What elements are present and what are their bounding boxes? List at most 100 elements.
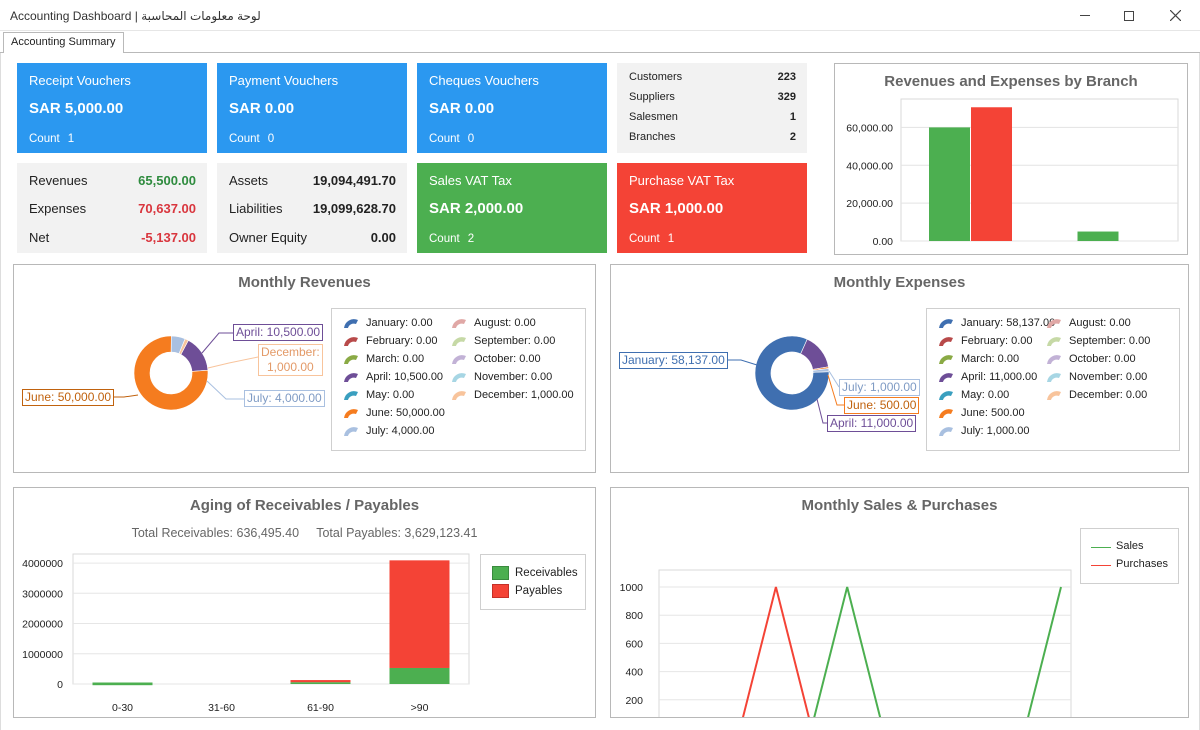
expenses-row: Expenses 70,637.00 — [29, 201, 196, 216]
legend-swatch-shape — [939, 319, 953, 328]
sales-purchases-title: Monthly Sales & Purchases — [801, 497, 998, 514]
expenses-value: 70,637.00 — [138, 201, 196, 216]
monthly-expenses-legend: January: 58,137.00 February: 0.00 March: 0… — [926, 308, 1180, 451]
tile-amount: SAR 0.00 — [229, 100, 295, 117]
monthly-revenues-legend: January: 0.00 February: 0.00 March: 0.00 Ap… — [331, 308, 586, 451]
legend-swatch-icon — [344, 337, 358, 346]
legend-swatch-shape — [452, 355, 466, 364]
callout-july: July: 4,000.00 — [244, 390, 325, 407]
count-label: Count — [229, 133, 260, 145]
branch-bar — [1077, 231, 1119, 241]
tile-label: Payment Vouchers — [229, 73, 339, 88]
legend-item: July: 4,000.00 — [366, 425, 435, 437]
equity-value: 0.00 — [370, 230, 396, 245]
revenues-value: 65,500.00 — [138, 173, 196, 188]
legend-swatch-icon — [344, 409, 358, 418]
tile-amount: SAR 1,000.00 — [629, 200, 724, 217]
purchase-vat-tile[interactable]: Purchase VAT Tax SAR 1,000.00 Count 1 — [617, 163, 807, 253]
salesmen-value: 1 — [789, 111, 796, 123]
tab-bar: Accounting Summary — [0, 31, 1200, 54]
callout-april: April: 11,000.00 — [827, 415, 917, 432]
legend-purchases: Purchases — [1116, 558, 1168, 570]
monthly-expenses-panel: Monthly Expenses January: 58,137.00 July… — [610, 264, 1189, 473]
y-tick-label: 20,000.00 — [846, 198, 893, 210]
close-icon — [1169, 10, 1181, 21]
maximize-button[interactable] — [1106, 0, 1152, 31]
legend-swatch-icon — [939, 409, 953, 418]
aging-legend: Receivables Payables — [480, 554, 586, 610]
legend-swatch-icon — [939, 391, 953, 400]
legend-swatch-icon — [1047, 319, 1061, 328]
legend-item: December: 0.00 — [1069, 389, 1148, 401]
count-label: Count — [429, 133, 460, 145]
cheques-vouchers-tile[interactable]: Cheques Vouchers SAR 0.00 Count 0 — [417, 63, 607, 153]
tile-label: Cheques Vouchers — [429, 73, 539, 88]
legend-swatch-icon — [452, 319, 466, 328]
expenses-label: Expenses — [29, 201, 87, 216]
entity-counts-tile: Customers 223 Suppliers 329 Salesmen 1 Bran… — [617, 63, 807, 153]
legend-item: January: 58,137.00 — [961, 317, 1056, 329]
legend-swatch-shape — [344, 427, 358, 436]
tab-accounting-summary[interactable]: Accounting Summary — [3, 32, 124, 54]
branch-chart-title: Revenues and Expenses by Branch — [884, 73, 1138, 90]
legend-swatch-shape — [344, 319, 358, 328]
tile-count: Count 0 — [429, 133, 474, 145]
legend-swatch-icon — [344, 427, 358, 436]
window-title: Accounting Dashboard | لوحة معلومات المح… — [10, 9, 261, 23]
legend-swatch-shape — [939, 391, 953, 400]
payment-vouchers-tile[interactable]: Payment Vouchers SAR 0.00 Count 0 — [217, 63, 407, 153]
y-tick-label: 1000000 — [22, 649, 63, 661]
monthly-revenues-title: Monthly Revenues — [238, 274, 371, 291]
legend-swatch-shape — [344, 409, 358, 418]
aging-title: Aging of Receivables / Payables — [189, 497, 420, 514]
y-tick-label: 3000000 — [22, 588, 63, 600]
legend-item: November: 0.00 — [474, 371, 553, 383]
liabilities-label: Liabilities — [229, 201, 283, 216]
legend-swatch-icon — [939, 355, 953, 364]
close-button[interactable] — [1152, 0, 1198, 31]
legend-swatch-icon — [939, 319, 953, 328]
leader-june — [112, 394, 139, 398]
legend-swatch-shape — [344, 337, 358, 346]
y-tick-label: 4000000 — [22, 558, 63, 570]
tile-count: Count 1 — [629, 233, 674, 245]
leader-june — [827, 374, 844, 406]
equity-row: Owner Equity 0.00 — [229, 230, 396, 245]
legend-swatch-icon — [939, 373, 953, 382]
tile-label: Receipt Vouchers — [29, 73, 131, 88]
series-line-sales — [813, 586, 1062, 717]
sales-purchases-chart: 02004006008001000JanFebMarAprMayJunJulAu… — [620, 569, 1072, 717]
liabilities-value: 19,099,628.70 — [312, 201, 396, 216]
tile-count: Count 2 — [429, 233, 474, 245]
minimize-button[interactable] — [1062, 0, 1108, 31]
legend-swatch-shape — [939, 409, 953, 418]
donut-slice-june — [133, 335, 209, 411]
legend-swatch-shape — [1047, 391, 1061, 400]
count-label: Count — [629, 233, 660, 245]
tile-count: Count 1 — [29, 133, 74, 145]
branch-chart-panel: Revenues and Expenses by Branch 0.00 20,0… — [834, 63, 1188, 255]
legend-sales: Sales — [1116, 540, 1144, 552]
legend-swatch-icon — [1047, 355, 1061, 364]
suppliers-label: Suppliers — [629, 91, 675, 103]
legend-payables: Payables — [515, 585, 563, 597]
monthly-expenses-donut — [726, 335, 844, 424]
sales-vat-tile[interactable]: Sales VAT Tax SAR 2,000.00 Count 2 — [417, 163, 607, 253]
legend-swatch-shape — [344, 355, 358, 364]
maximize-icon — [1124, 10, 1134, 21]
y-tick-label: 0.00 — [873, 236, 894, 248]
receipt-vouchers-tile[interactable]: Receipt Vouchers SAR 5,000.00 Count 1 — [17, 63, 207, 153]
legend-swatch-shape — [344, 373, 358, 382]
aging-bar-segment — [389, 667, 450, 684]
net-value: -5,137.00 — [141, 230, 196, 245]
legend-item: August: 0.00 — [474, 317, 536, 329]
callout-july: July: 1,000.00 — [839, 379, 920, 396]
donut-slice-december — [178, 338, 189, 355]
legend-swatch-icon — [344, 355, 358, 364]
purchases-line-swatch — [1091, 565, 1111, 566]
y-tick-label: 40,000.00 — [846, 160, 893, 172]
legend-item: May: 0.00 — [961, 389, 1010, 401]
count-label: Count — [29, 133, 60, 145]
branches-label: Branches — [629, 131, 676, 143]
receivables-swatch — [492, 566, 509, 580]
